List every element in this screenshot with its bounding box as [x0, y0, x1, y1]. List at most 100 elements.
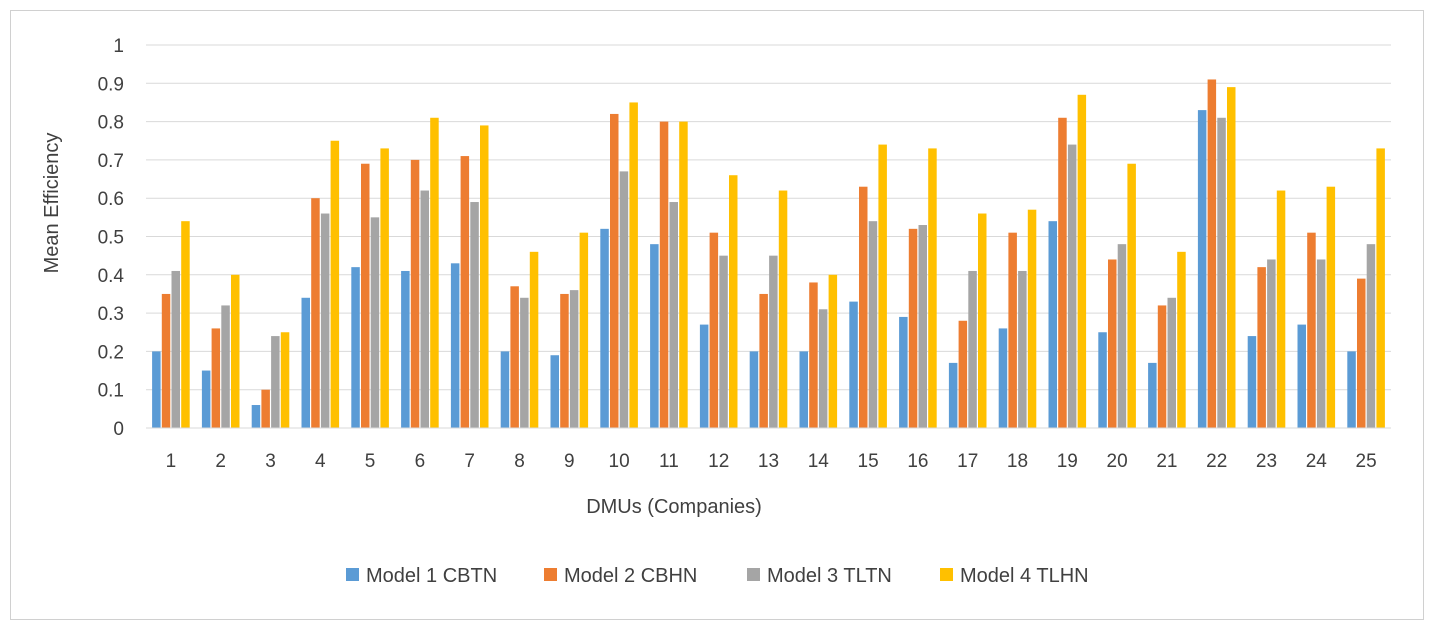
bar-model-1-cbtn-dmu-2 [201, 370, 211, 428]
bar-model-1-cbtn-dmu-8 [500, 351, 510, 428]
bar-model-3-tltn-dmu-23 [1267, 259, 1276, 428]
bar-model-4-tlhn-dmu-10 [629, 102, 638, 428]
bar-model-2-cbhn-dmu-21 [1157, 305, 1167, 428]
bar-model-3-tltn-dmu-11 [669, 202, 678, 428]
bar-model-2-cbhn-dmu-9 [560, 293, 569, 428]
bar-model-2-cbhn-dmu-25 [1357, 278, 1366, 428]
x-tick-label: 9 [564, 451, 575, 472]
bar-model-2-cbhn-dmu-22 [1207, 79, 1217, 428]
bar-model-2-cbhn-dmu-7 [460, 156, 470, 428]
bar-model-3-tltn-dmu-7 [470, 202, 479, 428]
bar-model-1-cbtn-dmu-22 [1197, 110, 1207, 429]
bar-model-4-tlhn-dmu-4 [330, 140, 340, 428]
bar-model-3-tltn-dmu-13 [769, 255, 778, 428]
bar-model-4-tlhn-dmu-6 [430, 117, 439, 429]
x-tick-label: 10 [609, 451, 630, 472]
y-axis-ticks: 0 0.1 0.2 0.3 0.4 0.5 0.6 0.7 0.8 0.9 1 [98, 36, 125, 440]
y-tick-label: 0.5 [98, 228, 124, 249]
bar-model-4-tlhn-dmu-3 [280, 332, 290, 428]
bar-model-3-tltn-dmu-15 [868, 221, 878, 428]
x-axis-title: DMUs (Companies) [586, 496, 762, 518]
bar-model-3-tltn-dmu-20 [1117, 244, 1127, 428]
bar-model-4-tlhn-dmu-21 [1177, 251, 1186, 428]
bar-model-4-tlhn-dmu-17 [978, 213, 987, 428]
bar-model-2-cbhn-dmu-1 [161, 293, 171, 428]
bar-model-3-tltn-dmu-5 [370, 217, 380, 428]
x-tick-label: 17 [957, 451, 978, 472]
bar-model-3-tltn-dmu-10 [619, 171, 629, 428]
y-tick-label: 0.7 [98, 151, 124, 172]
bar-model-2-cbhn-dmu-8 [510, 286, 519, 428]
bar-model-2-cbhn-dmu-18 [1008, 232, 1017, 428]
bar-model-1-cbtn-dmu-15 [849, 301, 858, 428]
bar-model-2-cbhn-dmu-19 [1058, 117, 1067, 429]
bar-model-2-cbhn-dmu-24 [1307, 232, 1316, 428]
legend-swatch [940, 568, 953, 581]
bar-model-3-tltn-dmu-1 [171, 270, 180, 428]
x-tick-label: 2 [215, 451, 226, 472]
bar-model-3-tltn-dmu-6 [420, 190, 429, 428]
y-axis-title: Mean Efficiency [41, 133, 63, 274]
x-tick-label: 4 [315, 451, 326, 472]
y-tick-label: 0.1 [98, 381, 124, 402]
bar-model-3-tltn-dmu-17 [968, 270, 977, 428]
bar-model-2-cbhn-dmu-6 [410, 159, 420, 428]
y-tick-label: 0 [113, 419, 124, 440]
bar-model-1-cbtn-dmu-20 [1098, 332, 1107, 428]
x-tick-label: 22 [1206, 451, 1227, 472]
x-tick-label: 1 [166, 451, 177, 472]
x-tick-label: 21 [1156, 451, 1177, 472]
bar-model-4-tlhn-dmu-23 [1276, 190, 1286, 428]
bar-model-1-cbtn-dmu-17 [948, 362, 958, 428]
bar-model-3-tltn-dmu-25 [1366, 244, 1376, 428]
x-tick-label: 20 [1107, 451, 1128, 472]
bar-model-1-cbtn-dmu-10 [600, 228, 609, 428]
bar-model-1-cbtn-dmu-25 [1347, 351, 1356, 428]
bar-model-4-tlhn-dmu-24 [1326, 186, 1336, 428]
bar-model-2-cbhn-dmu-14 [809, 282, 818, 428]
x-tick-label: 5 [365, 451, 376, 472]
x-tick-label: 25 [1356, 451, 1377, 472]
y-tick-label: 0.2 [98, 342, 124, 363]
legend-label: Model 4 TLHN [960, 565, 1089, 587]
x-tick-label: 7 [464, 451, 475, 472]
y-tick-label: 0.6 [98, 189, 124, 210]
bar-model-4-tlhn-dmu-11 [679, 121, 688, 428]
bar-model-2-cbhn-dmu-16 [908, 228, 918, 428]
bar-model-1-cbtn-dmu-9 [550, 355, 559, 428]
legend-label: Model 2 CBHN [564, 565, 697, 587]
bar-model-4-tlhn-dmu-1 [181, 221, 190, 428]
x-tick-label: 15 [858, 451, 879, 472]
bar-model-4-tlhn-dmu-15 [878, 144, 887, 428]
y-tick-label: 0.4 [98, 266, 125, 287]
bar-model-4-tlhn-dmu-20 [1127, 163, 1136, 429]
y-tick-label: 0.3 [98, 304, 124, 325]
y-tick-label: 1 [113, 36, 124, 57]
x-tick-label: 23 [1256, 451, 1277, 472]
bar-model-4-tlhn-dmu-13 [778, 190, 788, 428]
bar-model-1-cbtn-dmu-11 [650, 244, 659, 428]
x-tick-label: 12 [708, 451, 729, 472]
bar-model-2-cbhn-dmu-4 [311, 198, 320, 428]
bar-model-3-tltn-dmu-8 [520, 297, 529, 428]
bar-model-3-tltn-dmu-22 [1217, 117, 1226, 429]
bar-model-4-tlhn-dmu-12 [729, 175, 738, 428]
x-tick-label: 13 [758, 451, 779, 472]
x-tick-label: 3 [265, 451, 276, 472]
bar-model-3-tltn-dmu-19 [1067, 144, 1077, 428]
bar-model-2-cbhn-dmu-10 [610, 113, 619, 428]
bar-model-1-cbtn-dmu-23 [1247, 336, 1257, 428]
bar-model-2-cbhn-dmu-13 [759, 293, 768, 428]
bar-model-1-cbtn-dmu-3 [251, 405, 261, 428]
bar-model-1-cbtn-dmu-21 [1148, 362, 1157, 428]
bar-model-2-cbhn-dmu-3 [261, 389, 270, 428]
legend-swatch [346, 568, 359, 581]
legend-label: Model 1 CBTN [366, 565, 497, 587]
bar-model-3-tltn-dmu-12 [719, 255, 728, 428]
bar-model-1-cbtn-dmu-12 [699, 324, 709, 428]
bar-model-4-tlhn-dmu-14 [828, 274, 838, 428]
bar-model-3-tltn-dmu-14 [818, 309, 828, 428]
bars [152, 79, 1385, 429]
x-tick-label: 18 [1007, 451, 1028, 472]
